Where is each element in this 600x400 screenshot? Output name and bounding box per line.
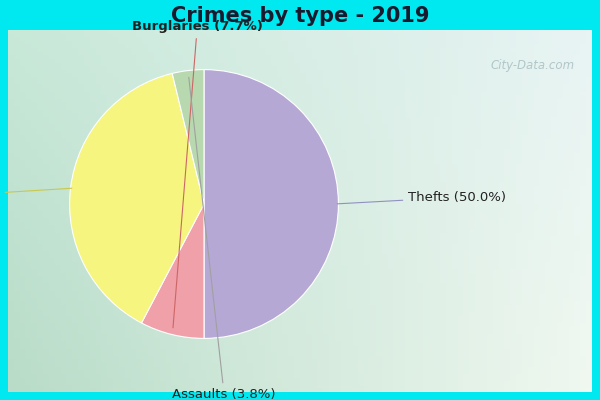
- Text: Burglaries (7.7%): Burglaries (7.7%): [132, 20, 263, 328]
- Text: Auto thefts (38.5%): Auto thefts (38.5%): [0, 188, 72, 204]
- Text: Crimes by type - 2019: Crimes by type - 2019: [171, 6, 429, 26]
- Text: City-Data.com: City-Data.com: [490, 59, 574, 72]
- Wedge shape: [172, 70, 204, 204]
- Wedge shape: [142, 204, 204, 338]
- Wedge shape: [204, 70, 338, 338]
- Text: Assaults (3.8%): Assaults (3.8%): [172, 77, 276, 400]
- Wedge shape: [70, 74, 204, 323]
- Text: Thefts (50.0%): Thefts (50.0%): [337, 191, 506, 204]
